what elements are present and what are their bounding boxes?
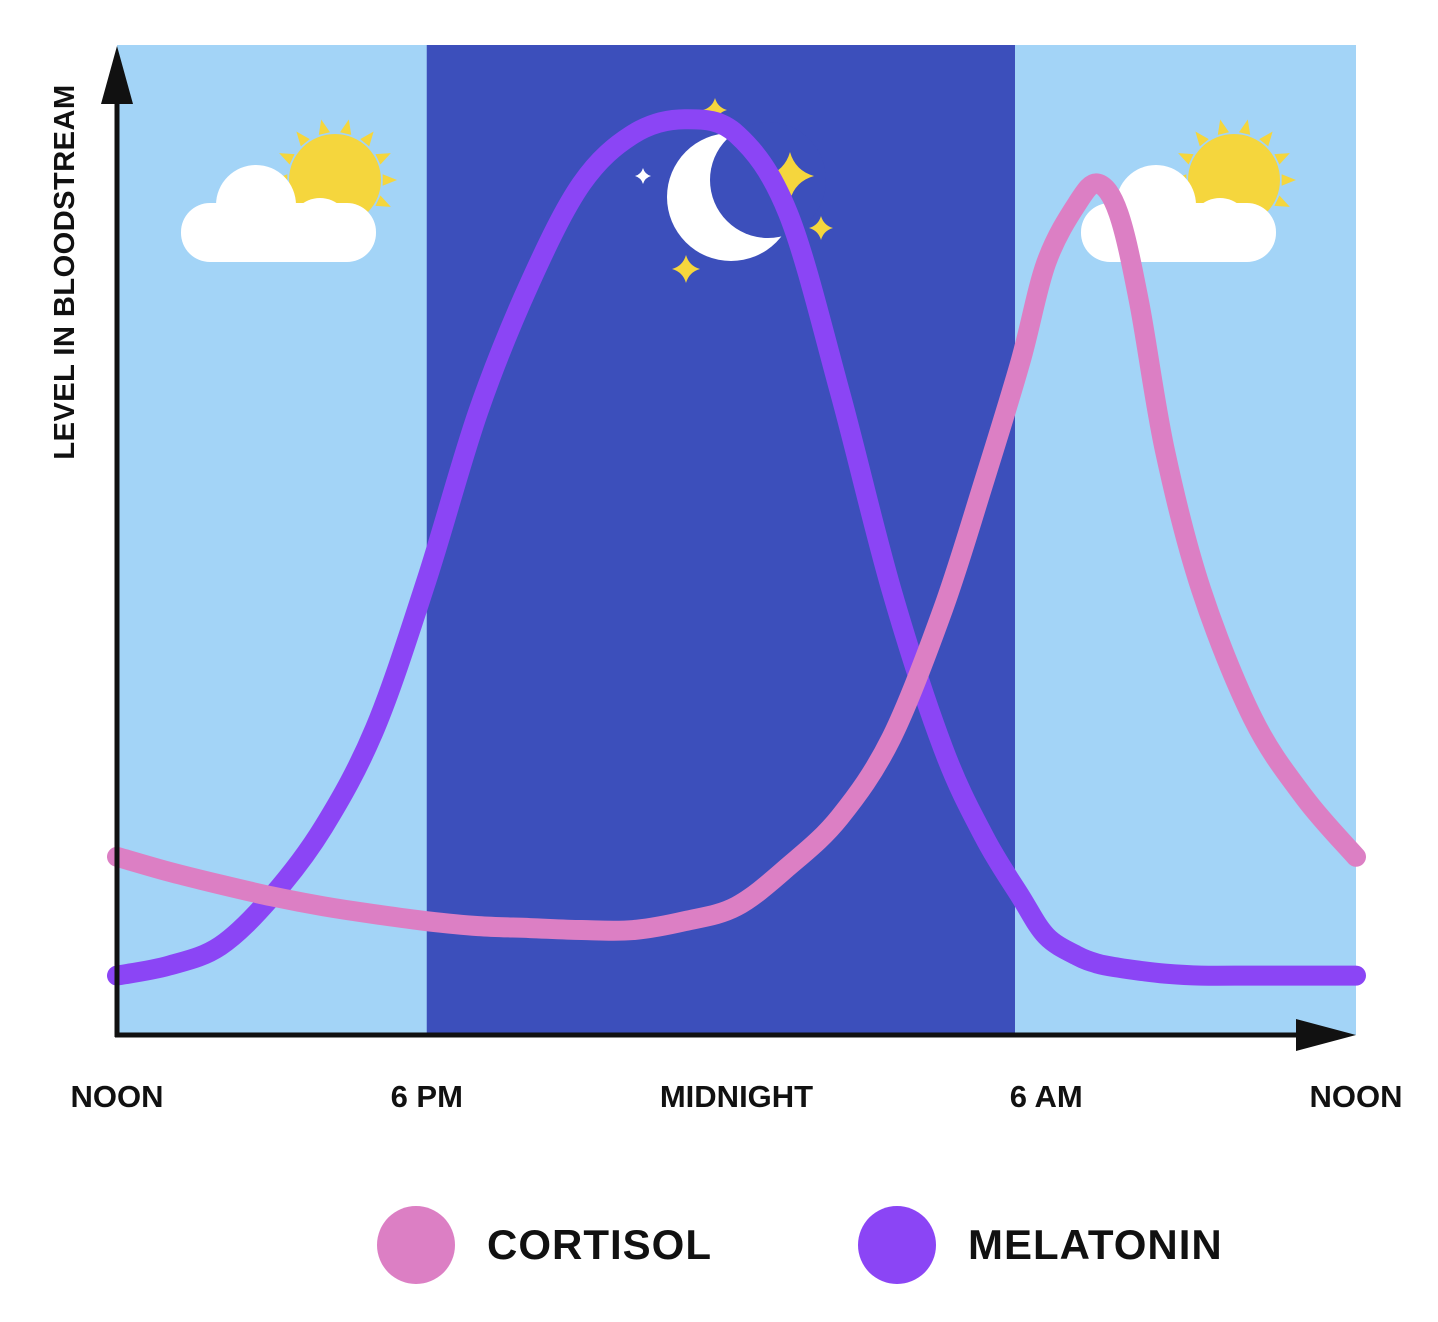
y-axis-title: LEVEL IN BLOODSTREAM bbox=[49, 84, 81, 459]
star-icon bbox=[635, 168, 651, 184]
x-tick-label: 6 AM bbox=[1010, 1079, 1083, 1114]
star-icon bbox=[703, 98, 727, 122]
series-line-cortisol bbox=[107, 173, 1366, 941]
x-tick-labels: NOON 6 PM MIDNIGHT 6 AM NOON bbox=[71, 1079, 1403, 1114]
legend: CORTISOL MELATONIN bbox=[0, 1196, 1438, 1296]
sun-ray bbox=[375, 195, 391, 207]
sun-ray bbox=[375, 153, 391, 165]
star-icon bbox=[672, 255, 700, 283]
x-tick-label: MIDNIGHT bbox=[660, 1079, 813, 1114]
star-icon bbox=[809, 216, 833, 240]
sun-ray bbox=[279, 153, 295, 165]
legend-label-cortisol: CORTISOL bbox=[487, 1221, 712, 1268]
sun-ray bbox=[360, 131, 374, 147]
sun-ray bbox=[1274, 195, 1290, 207]
sun-ray bbox=[1281, 174, 1296, 186]
star-icon bbox=[766, 152, 814, 200]
series-line-melatonin bbox=[107, 109, 1366, 986]
sun-behind-cloud-icon bbox=[181, 119, 397, 262]
sun-ray bbox=[1259, 131, 1273, 147]
x-axis-arrow bbox=[1296, 1019, 1356, 1051]
sun-ray bbox=[382, 174, 397, 186]
sun-ray bbox=[1178, 153, 1194, 165]
sun-ray bbox=[1239, 119, 1251, 135]
sun-ray bbox=[296, 131, 310, 147]
x-tick-label: 6 PM bbox=[391, 1079, 463, 1114]
x-tick-label: NOON bbox=[1310, 1079, 1403, 1114]
sun-ray bbox=[340, 119, 352, 135]
sun-ray bbox=[1195, 131, 1209, 147]
sun-ray bbox=[318, 119, 330, 135]
legend-swatch-cortisol bbox=[377, 1206, 455, 1284]
legend-item-cortisol: CORTISOL bbox=[377, 1206, 712, 1284]
legend-label-melatonin: MELATONIN bbox=[968, 1221, 1223, 1268]
sun-ray bbox=[1217, 119, 1229, 135]
legend-swatch-melatonin bbox=[858, 1206, 936, 1284]
legend-item-melatonin: MELATONIN bbox=[858, 1206, 1223, 1284]
sun-ray bbox=[1274, 153, 1290, 165]
y-axis-arrow bbox=[101, 46, 133, 104]
x-tick-label: NOON bbox=[71, 1079, 164, 1114]
